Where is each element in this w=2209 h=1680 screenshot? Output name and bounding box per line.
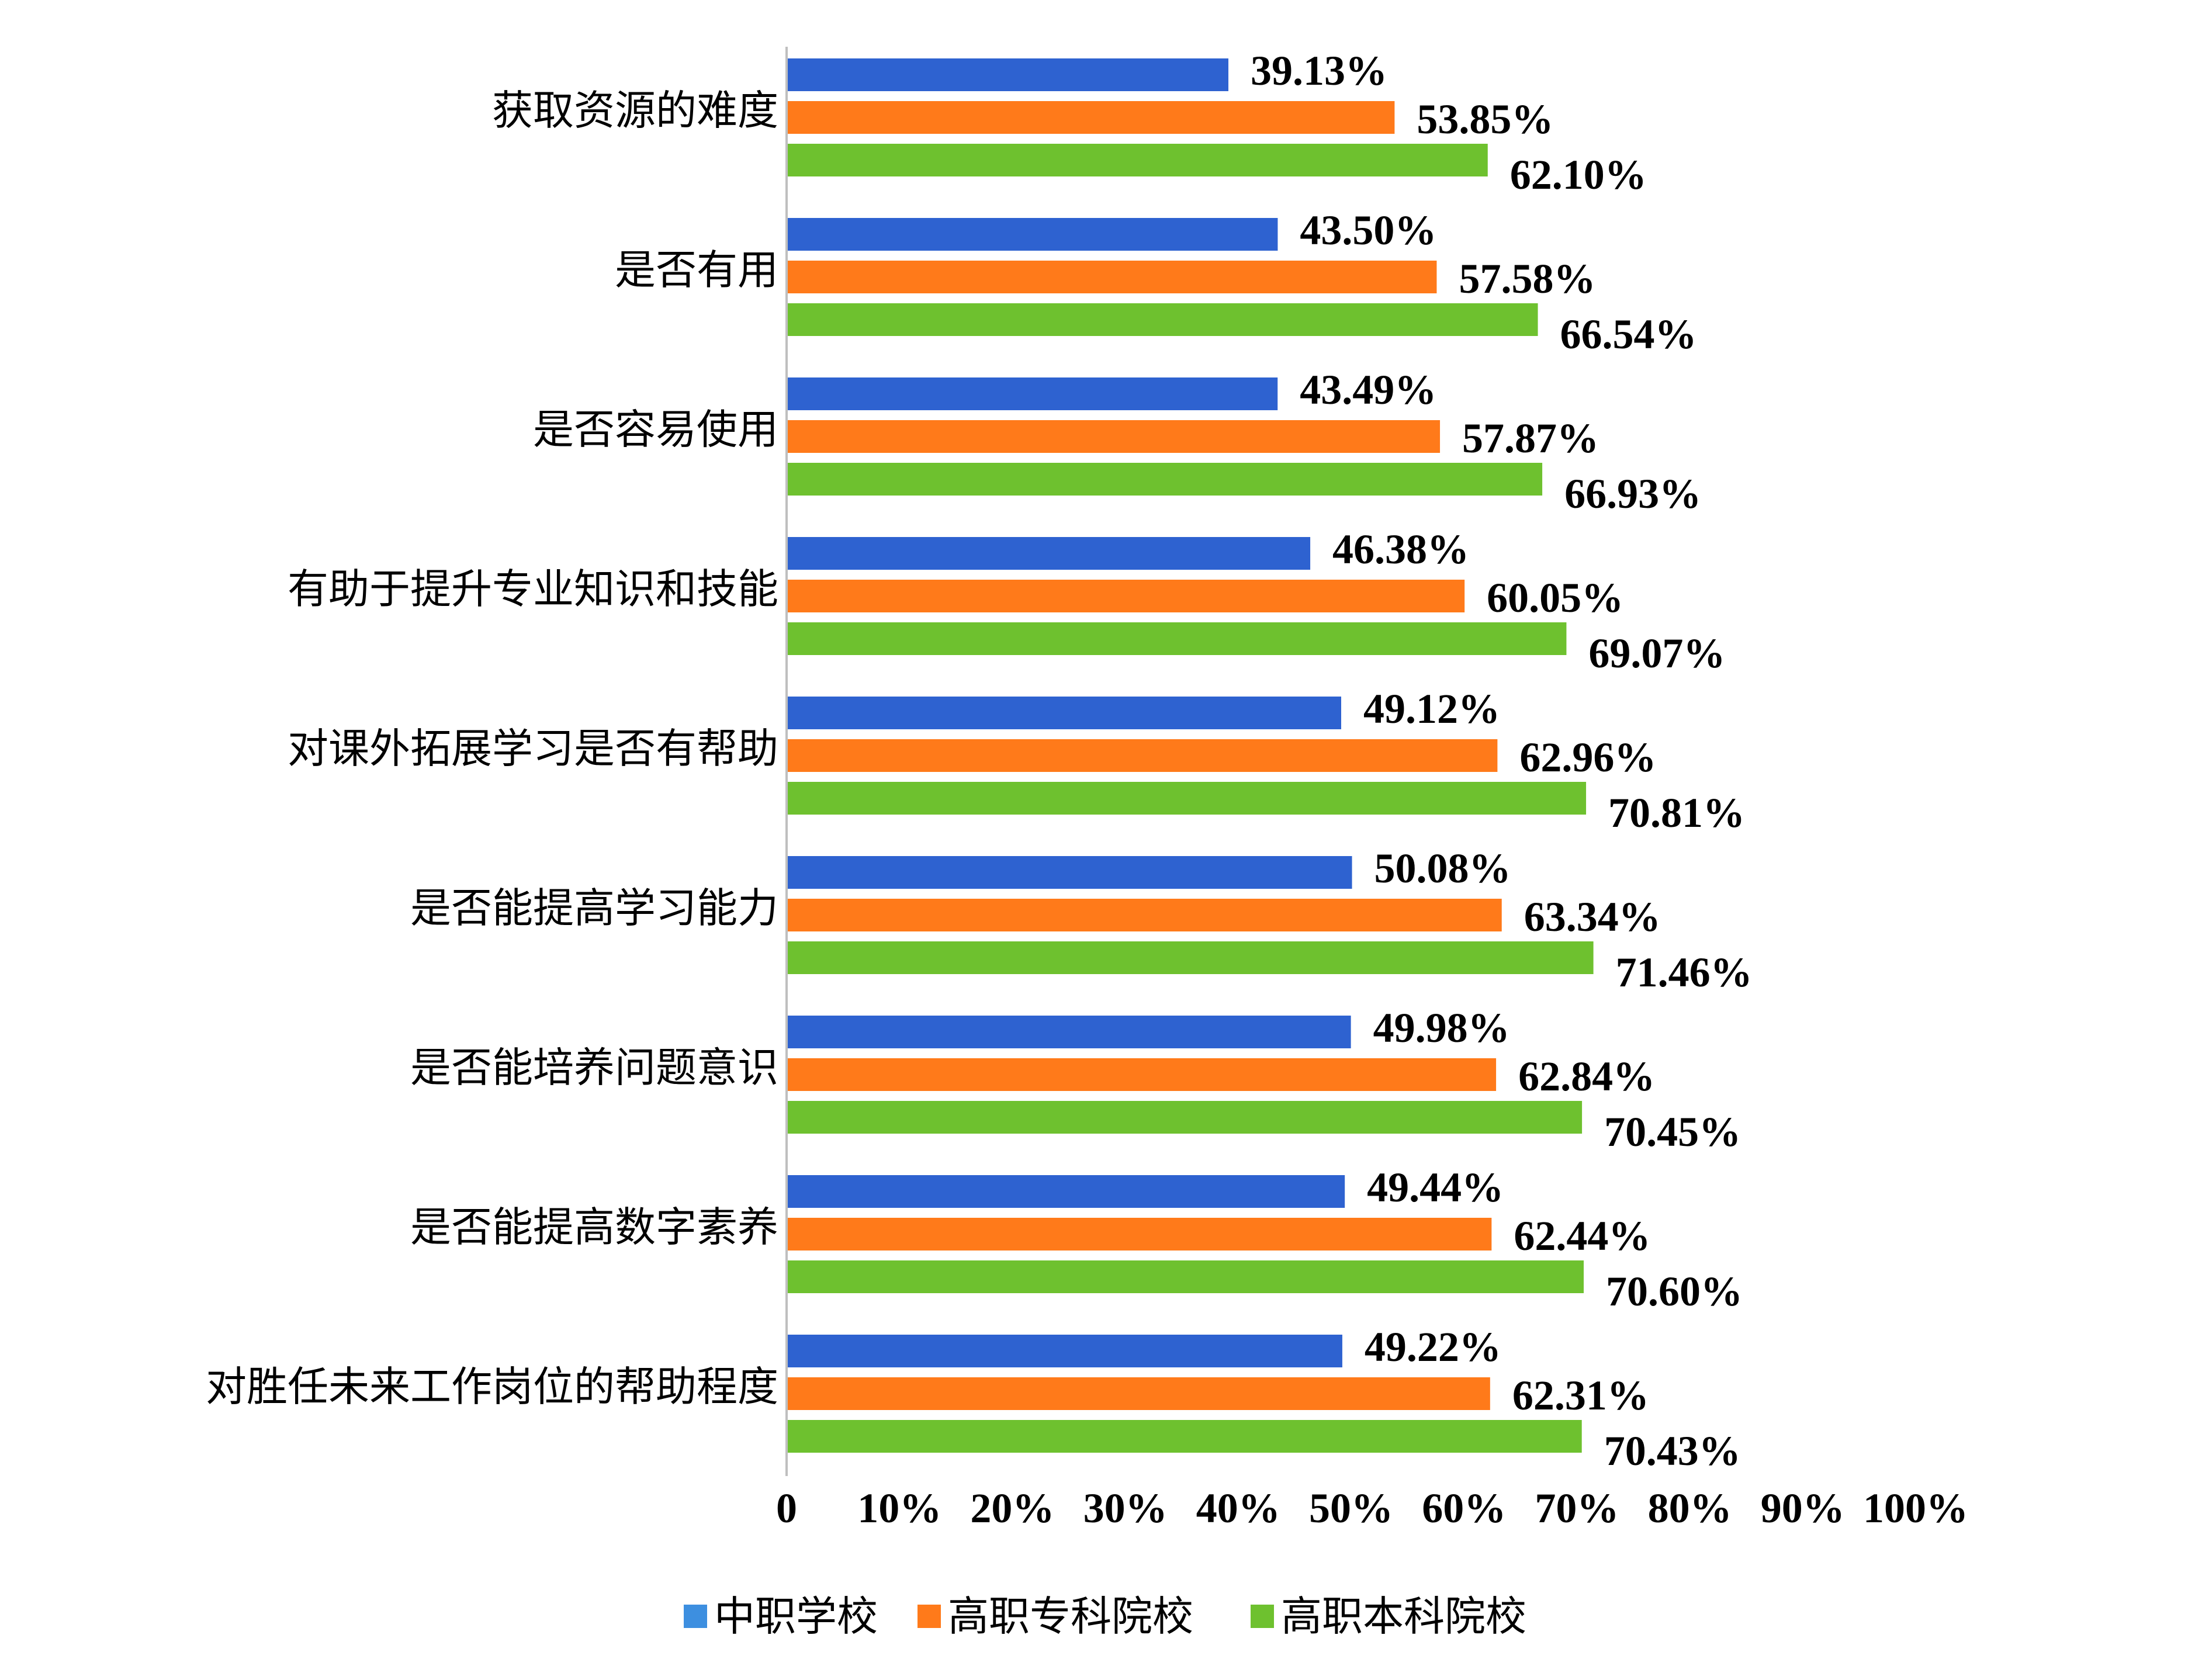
bar-1-2 [787, 218, 1278, 251]
value-label: 57.58% [1459, 255, 1595, 302]
value-label: 62.84% [1518, 1053, 1655, 1100]
value-label: 62.10% [1510, 151, 1647, 198]
bar-3-6 [787, 941, 1594, 974]
bar-3-4 [787, 622, 1567, 655]
value-label: 70.81% [1608, 789, 1745, 836]
category-label: 是否有用 [615, 246, 778, 294]
category-label: 对胜任未来工作岗位的帮助程度 [206, 1363, 778, 1411]
x-axis: 0 10% 20% 30% 40% 50% 60% 70% 80% 90% 100% [776, 47, 1968, 1532]
x-tick-label: 50% [1309, 1485, 1393, 1532]
value-label: 49.44% [1367, 1164, 1504, 1211]
value-label: 62.96% [1519, 734, 1656, 781]
x-tick-label: 30% [1083, 1485, 1168, 1532]
value-label: 50.08% [1374, 845, 1511, 892]
bar-1-5 [787, 697, 1341, 729]
bar-2-7 [787, 1058, 1497, 1091]
bar-2-2 [787, 261, 1437, 293]
category-label: 是否能培养问题意识 [410, 1044, 778, 1092]
bar-2-9 [787, 1377, 1490, 1410]
value-label: 39.13% [1251, 47, 1387, 94]
legend-label: 高职专科院校 [948, 1592, 1193, 1640]
category-label: 是否能提高学习能力 [410, 884, 778, 932]
value-label: 49.98% [1373, 1004, 1510, 1051]
bar-2-5 [787, 739, 1498, 772]
value-label: 62.44% [1514, 1213, 1650, 1259]
legend-marker [684, 1605, 707, 1628]
bar-3-1 [787, 144, 1488, 176]
value-label: 43.50% [1300, 207, 1436, 254]
bar-1-6 [787, 856, 1352, 889]
bar-1-4 [787, 537, 1311, 570]
value-label: 70.45% [1604, 1109, 1741, 1155]
bar-2-6 [787, 899, 1502, 931]
legend-label: 高职本科院校 [1281, 1592, 1526, 1640]
x-tick-label: 90% [1761, 1485, 1845, 1532]
value-label: 60.05% [1487, 574, 1623, 621]
bar-2-8 [787, 1218, 1492, 1251]
bar-3-8 [787, 1260, 1584, 1293]
category-label: 是否容易使用 [533, 406, 778, 453]
x-tick-label: 40% [1196, 1485, 1280, 1532]
x-tick-label: 100% [1863, 1485, 1968, 1532]
bar-1-3 [787, 377, 1278, 410]
x-tick-label: 10% [857, 1485, 941, 1532]
value-label: 70.43% [1604, 1428, 1741, 1474]
value-label: 49.22% [1365, 1324, 1501, 1370]
x-tick-label: 60% [1422, 1485, 1506, 1532]
category-label: 是否能提高数字素养 [410, 1203, 778, 1251]
value-label: 66.54% [1560, 311, 1697, 358]
bar-3-9 [787, 1420, 1582, 1453]
x-tick-label: 0 [776, 1485, 797, 1532]
legend-marker [917, 1605, 941, 1628]
legend: 中职学校 高职专科院校 高职本科院校 [684, 1592, 1526, 1640]
bar-2-1 [787, 101, 1395, 134]
x-tick-label: 20% [970, 1485, 1054, 1532]
value-label: 57.87% [1462, 415, 1599, 462]
value-label: 71.46% [1616, 949, 1753, 996]
x-tick-label: 80% [1648, 1485, 1732, 1532]
legend-label: 中职学校 [714, 1592, 878, 1640]
value-label: 53.85% [1417, 96, 1553, 143]
category-label: 对课外拓展学习是否有帮助 [288, 725, 778, 773]
bars-group: 39.13% 53.85% 62.10% 43.50% 57.58% 66.54% 43.4… [787, 47, 1753, 1474]
value-label: 70.60% [1606, 1268, 1743, 1315]
value-label: 46.38% [1332, 526, 1469, 573]
bar-1-8 [787, 1175, 1345, 1208]
bar-3-7 [787, 1101, 1583, 1134]
legend-marker [1251, 1605, 1274, 1628]
category-labels: 获取资源的难度是否有用是否容易使用有助于提升专业知识和技能对课外拓展学习是否有帮… [206, 86, 778, 1411]
category-label: 获取资源的难度 [492, 86, 778, 134]
bar-1-1 [787, 58, 1228, 91]
bar-1-9 [787, 1335, 1342, 1367]
bar-3-5 [787, 782, 1587, 815]
bar-3-2 [787, 303, 1538, 336]
category-label: 有助于提升专业知识和技能 [288, 565, 778, 613]
bar-1-7 [787, 1016, 1351, 1048]
x-tick-label: 70% [1535, 1485, 1619, 1532]
value-label: 43.49% [1300, 366, 1436, 413]
value-label: 69.07% [1588, 630, 1725, 677]
bar-2-3 [787, 420, 1441, 453]
value-label: 63.34% [1524, 893, 1661, 940]
value-label: 66.93% [1564, 470, 1701, 517]
bar-3-3 [787, 463, 1543, 496]
bar-2-4 [787, 580, 1465, 612]
value-label: 49.12% [1363, 685, 1500, 732]
value-label: 62.31% [1512, 1372, 1649, 1419]
